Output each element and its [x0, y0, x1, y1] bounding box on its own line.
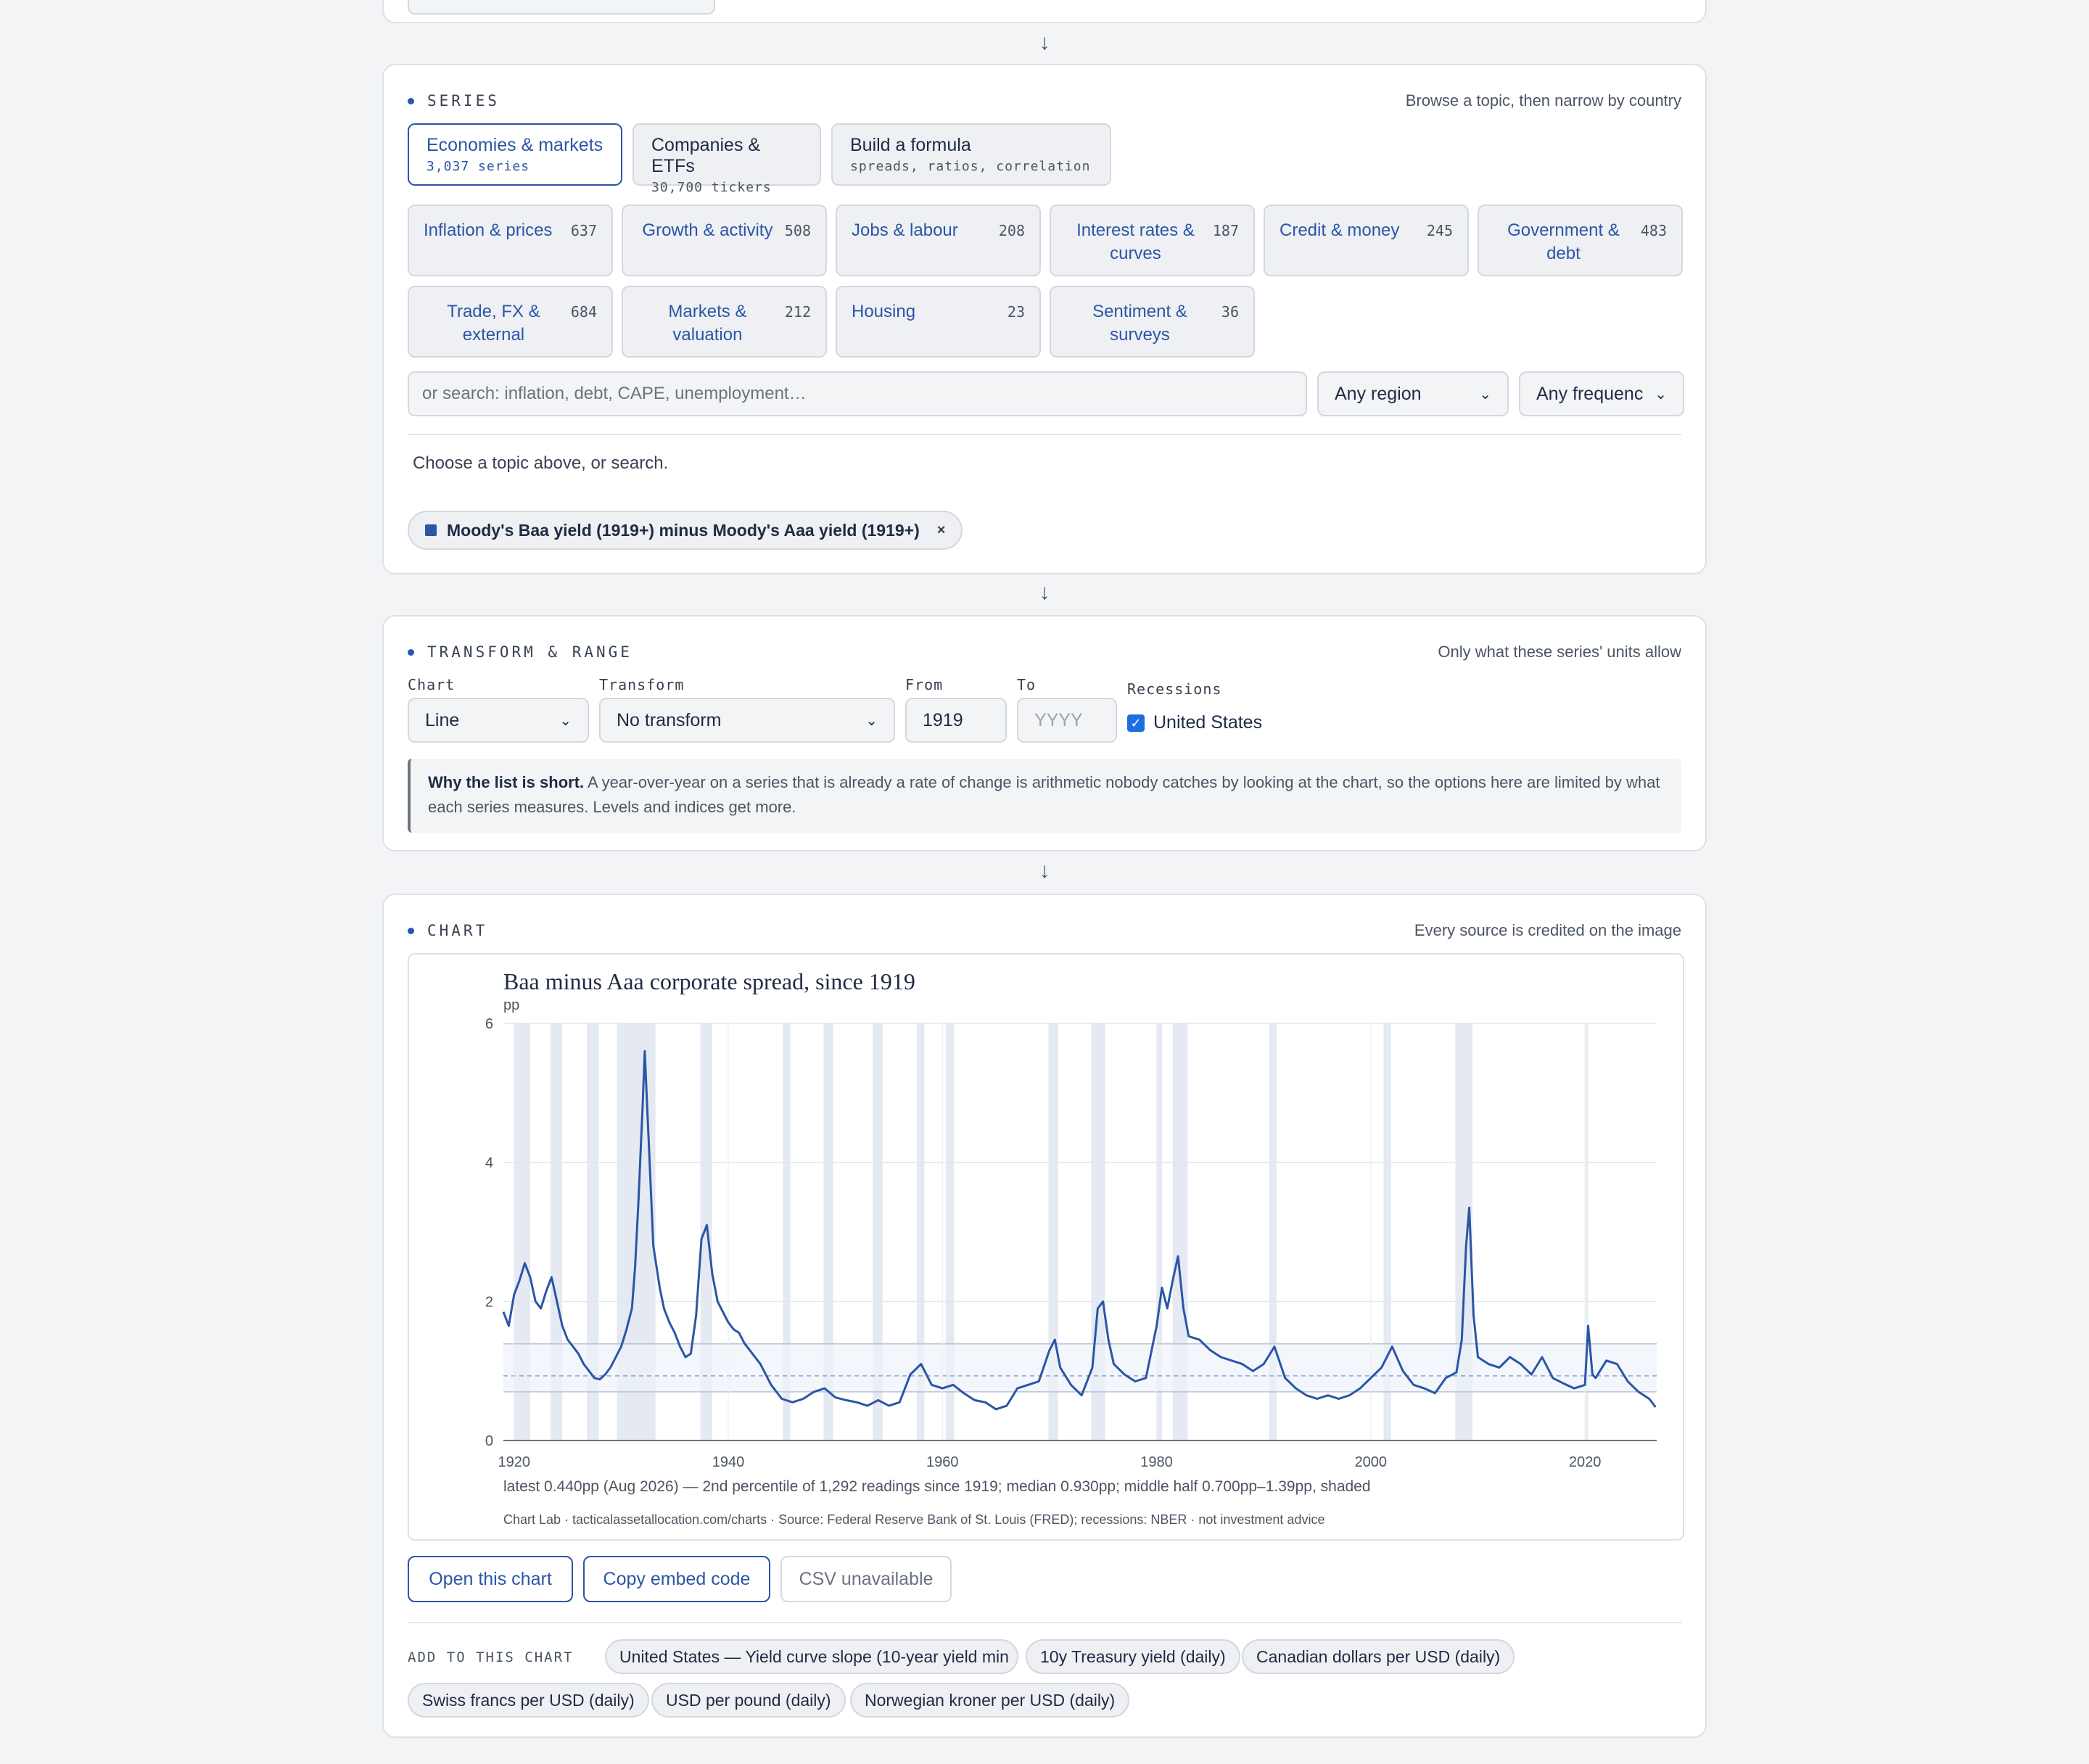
- chart-title: Baa minus Aaa corporate spread, since 19…: [503, 968, 915, 994]
- chevron-down-icon: ⌄: [1655, 386, 1667, 403]
- chart-svg: Baa minus Aaa corporate spread, since 19…: [485, 968, 1657, 1527]
- previous-card: [382, 0, 1707, 23]
- region-select[interactable]: Any region ⌄: [1317, 371, 1509, 416]
- series-line: [502, 1050, 1657, 1411]
- selected-series-chip[interactable]: Moody's Baa yield (1919+) minus Moody's …: [408, 511, 963, 550]
- suggestion-chip[interactable]: Canadian dollars per USD (daily): [1242, 1639, 1515, 1674]
- checkbox-checked-icon[interactable]: ✓: [1127, 714, 1145, 732]
- arrow-down-icon: ↓: [1039, 30, 1050, 54]
- suggestion-chip[interactable]: United States — Yield curve slope (10-ye…: [605, 1639, 1018, 1674]
- recession-band: [1156, 1023, 1162, 1441]
- tab-economies-markets[interactable]: Economies & markets 3,037 series: [408, 123, 622, 186]
- recession-band: [1048, 1023, 1058, 1441]
- chart-heading: CHART: [408, 922, 487, 939]
- recession-band: [823, 1023, 833, 1441]
- topic-trade-fx[interactable]: Trade, FX & external 684: [408, 286, 613, 358]
- transform-select[interactable]: No transform ⌄: [599, 698, 895, 743]
- recession-band: [1172, 1023, 1188, 1441]
- tab-build-formula[interactable]: Build a formula spreads, ratios, correla…: [831, 123, 1111, 186]
- why-short-note: Why the list is short. A year-over-year …: [408, 759, 1681, 833]
- arrow-down-icon: ↓: [1039, 859, 1050, 883]
- x-tick-label: 2000: [1355, 1454, 1388, 1470]
- recession-band: [873, 1023, 883, 1441]
- chart-plot: Baa minus Aaa corporate spread, since 19…: [408, 953, 1684, 1541]
- recession-band: [700, 1023, 712, 1441]
- bullet-icon: [408, 648, 414, 656]
- recession-band: [587, 1023, 599, 1441]
- arrow-down-icon: ↓: [1039, 580, 1050, 604]
- suggestion-chip[interactable]: USD per pound (daily): [651, 1683, 846, 1718]
- suggestion-chip[interactable]: Swiss francs per USD (daily): [408, 1683, 649, 1718]
- close-icon[interactable]: ×: [936, 522, 946, 538]
- topic-growth-activity[interactable]: Growth & activity 508: [622, 205, 827, 276]
- topic-hint: Choose a topic above, or search.: [413, 453, 669, 473]
- recessions-toggle[interactable]: ✓ United States: [1127, 712, 1262, 733]
- frequency-select[interactable]: Any frequenc ⌄: [1519, 371, 1684, 416]
- x-tick-label: 1960: [926, 1454, 959, 1470]
- y-tick-label: 4: [485, 1155, 493, 1171]
- from-label: From: [905, 676, 944, 693]
- recession-band: [514, 1023, 530, 1441]
- topic-housing[interactable]: Housing 23: [836, 286, 1041, 358]
- x-tick-label: 2020: [1569, 1454, 1602, 1470]
- to-year-input[interactable]: YYYY: [1017, 698, 1117, 743]
- recession-band: [1455, 1023, 1473, 1441]
- chevron-down-icon: ⌄: [1479, 386, 1491, 403]
- chart-type-select[interactable]: Line ⌄: [408, 698, 589, 743]
- recession-band: [1586, 1023, 1589, 1441]
- previous-card-input[interactable]: [408, 0, 715, 15]
- chart-credit: Chart Lab · tacticalassetallocation.com/…: [503, 1512, 1324, 1527]
- csv-unavailable-button: CSV unavailable: [780, 1556, 952, 1602]
- search-input[interactable]: or search: inflation, debt, CAPE, unempl…: [408, 371, 1307, 416]
- from-year-input[interactable]: 1919: [905, 698, 1007, 743]
- topic-credit-money[interactable]: Credit & money 245: [1264, 205, 1469, 276]
- series-card: SERIES Browse a topic, then narrow by co…: [382, 64, 1707, 574]
- chart-card: CHART Every source is credited on the im…: [382, 894, 1707, 1738]
- chevron-down-icon: ⌄: [865, 712, 878, 729]
- transform-heading: TRANSFORM & RANGE: [408, 643, 633, 661]
- recession-band: [783, 1023, 791, 1441]
- bullet-icon: [408, 97, 414, 104]
- recession-band: [550, 1023, 563, 1441]
- recession-band: [1383, 1023, 1391, 1441]
- topic-inflation-prices[interactable]: Inflation & prices 637: [408, 205, 613, 276]
- transform-label: Transform: [599, 676, 685, 693]
- topic-government-debt[interactable]: Government & debt 483: [1478, 205, 1683, 276]
- divider: [408, 434, 1681, 435]
- topic-markets-valuation[interactable]: Markets & valuation 212: [622, 286, 827, 358]
- chevron-down-icon: ⌄: [559, 712, 572, 729]
- copy-embed-button[interactable]: Copy embed code: [583, 1556, 770, 1602]
- chart-stats: latest 0.440pp (Aug 2026) — 2nd percenti…: [503, 1478, 1371, 1495]
- suggestion-chip[interactable]: Norwegian kroner per USD (daily): [850, 1683, 1130, 1718]
- x-tick-label: 1980: [1140, 1454, 1173, 1470]
- y-tick-label: 2: [485, 1294, 493, 1310]
- y-tick-label: 6: [485, 1016, 493, 1032]
- middle-half-band: [503, 1343, 1657, 1392]
- recessions-label: Recessions: [1127, 680, 1222, 698]
- to-label: To: [1017, 676, 1037, 693]
- topic-sentiment-surveys[interactable]: Sentiment & surveys 36: [1050, 286, 1255, 358]
- recession-band: [945, 1023, 955, 1441]
- series-swatch: [425, 524, 437, 536]
- recession-band: [916, 1023, 925, 1441]
- chart-note: Every source is credited on the image: [1414, 921, 1681, 939]
- divider: [408, 1622, 1681, 1623]
- chart-type-label: Chart: [408, 676, 456, 693]
- topic-jobs-labour[interactable]: Jobs & labour 208: [836, 205, 1041, 276]
- add-to-chart-label: ADD TO THIS CHART: [408, 1649, 574, 1665]
- series-heading: SERIES: [408, 92, 500, 110]
- y-axis-unit: pp: [503, 997, 519, 1013]
- topic-interest-rates[interactable]: Interest rates & curves 187: [1050, 205, 1255, 276]
- y-tick-label: 0: [485, 1433, 493, 1449]
- x-tick-label: 1920: [498, 1454, 531, 1470]
- transform-note: Only what these series' units allow: [1438, 643, 1681, 661]
- bullet-icon: [408, 927, 414, 934]
- series-note: Browse a topic, then narrow by country: [1405, 91, 1681, 110]
- tab-companies-etfs[interactable]: Companies & ETFs 30,700 tickers: [633, 123, 821, 195]
- open-chart-button[interactable]: Open this chart: [408, 1556, 573, 1602]
- suggestion-chip[interactable]: 10y Treasury yield (daily): [1026, 1639, 1240, 1674]
- recession-band: [1269, 1023, 1277, 1441]
- x-tick-label: 1940: [712, 1454, 745, 1470]
- transform-card: TRANSFORM & RANGE Only what these series…: [382, 615, 1707, 852]
